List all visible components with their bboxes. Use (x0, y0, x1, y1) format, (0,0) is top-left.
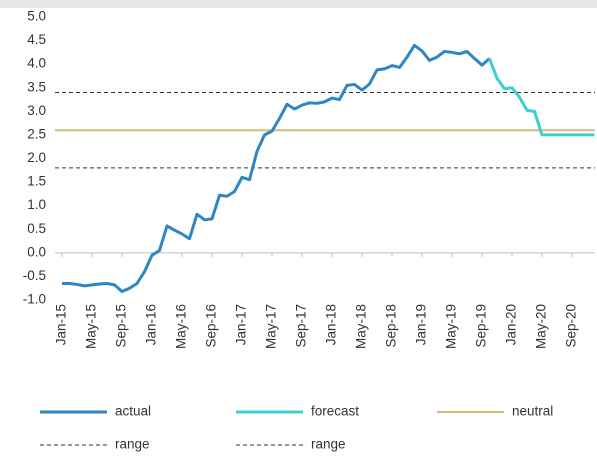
y-tick-label: 2.5 (27, 126, 46, 141)
y-tick-label: 1.0 (27, 197, 46, 212)
y-tick-label: 3.5 (27, 79, 46, 94)
y-tick-label: -0.5 (23, 268, 46, 283)
y-tick-label: 2.0 (27, 150, 46, 165)
y-tick-label: 4.5 (27, 32, 46, 47)
x-tick-label: May-16 (174, 304, 189, 349)
x-tick-label: Jan-19 (414, 304, 429, 345)
y-tick-label: 3.0 (27, 103, 46, 118)
x-tick-label: Jan-16 (144, 304, 159, 345)
x-tick-label: Jan-17 (234, 304, 249, 345)
x-tick-label: Sep-15 (114, 304, 129, 348)
x-tick-label: May-18 (354, 304, 369, 349)
x-tick-label: May-19 (444, 304, 459, 349)
x-tick-label: Sep-17 (294, 304, 309, 348)
y-tick-label: 0.5 (27, 221, 46, 236)
legend-label: range (115, 437, 150, 452)
series-line (62, 43, 491, 294)
y-tick-label: -1.0 (23, 292, 46, 307)
x-tick-label: May-17 (264, 304, 279, 349)
x-tick-label: May-15 (84, 304, 99, 349)
legend-label: range (311, 437, 346, 452)
legend-label: actual (115, 404, 151, 419)
x-tick-label: Jan-15 (54, 304, 69, 345)
x-tick-label: Jan-20 (504, 304, 519, 345)
y-tick-label: 5.0 (27, 9, 46, 24)
y-tick-label: 4.0 (27, 56, 46, 71)
series-line (488, 57, 595, 137)
legend-label: forecast (311, 404, 359, 419)
x-tick-label: Sep-20 (564, 304, 579, 348)
x-tick-label: Sep-18 (384, 304, 399, 348)
x-tick-label: Jan-18 (324, 304, 339, 345)
x-tick-label: Sep-16 (204, 304, 219, 348)
x-tick-label: Sep-19 (474, 304, 489, 348)
x-tick-label: May-20 (534, 304, 549, 349)
top-band (0, 0, 597, 8)
y-tick-label: 1.5 (27, 174, 46, 189)
legend-label: neutral (512, 404, 553, 419)
y-tick-label: 0.0 (27, 244, 46, 259)
